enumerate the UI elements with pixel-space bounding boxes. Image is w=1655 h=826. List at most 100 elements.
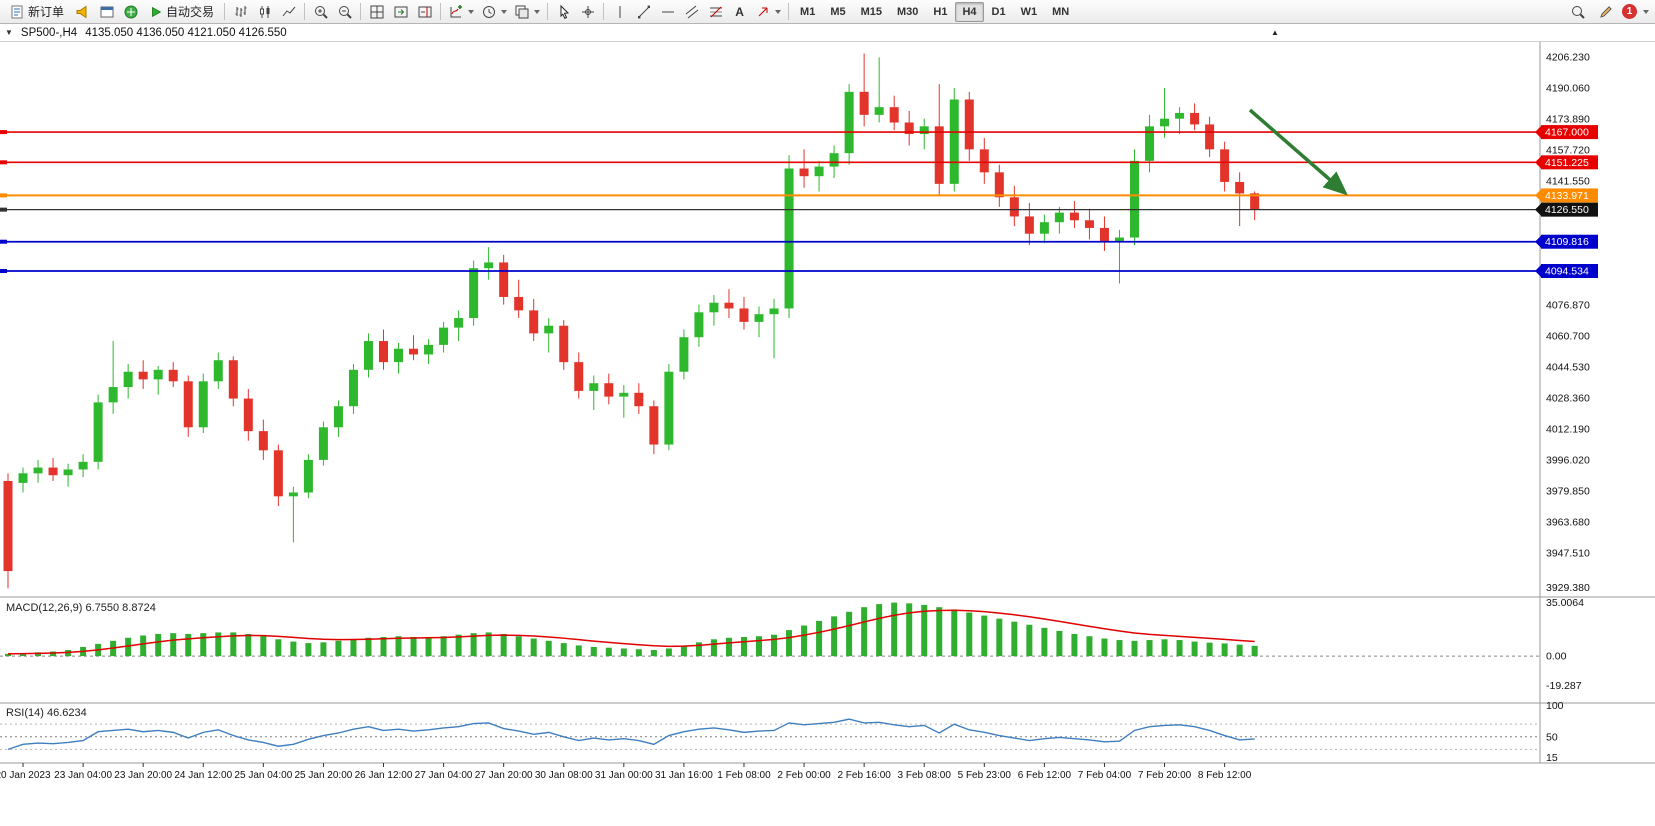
candlestick-chart[interactable]: 35.0064 0.00 -19.287 100 50 15 4206.230 4190.06… [0,42,1655,826]
fibonacci-button[interactable] [704,1,727,23]
macd-signal-line [7,609,1255,655]
timeframe-mn-button[interactable]: MN [1045,2,1076,22]
bar-chart-button[interactable] [229,1,252,23]
svg-text:4173.890: 4173.890 [1546,113,1590,125]
price-badge [1541,264,1598,279]
candlestick-chart-button[interactable] [253,1,276,23]
timeframe-m1-button[interactable]: M1 [793,2,822,22]
svg-text:20 Jan 2023: 20 Jan 2023 [0,770,51,781]
candles [3,53,1260,589]
svg-text:4044.530: 4044.530 [1546,361,1590,373]
svg-text:100: 100 [1546,700,1564,712]
svg-text:50: 50 [1546,731,1558,743]
cursor-button[interactable] [552,1,575,23]
svg-text:2 Feb 16:00: 2 Feb 16:00 [837,770,891,781]
trendline-icon [637,5,650,18]
svg-text:4190.060: 4190.060 [1546,82,1590,94]
line-chart-button[interactable] [277,1,300,23]
tile-windows-button[interactable] [365,1,388,23]
autotrading-button[interactable]: 自动交易 [143,1,220,23]
fibonacci-icon [709,6,722,17]
timeframe-m30-button[interactable]: M30 [890,2,925,22]
new-order-button[interactable]: 新订单 [3,1,70,23]
svg-text:25 Jan 20:00: 25 Jan 20:00 [295,770,353,781]
toolbar-right-group: 1 [1566,1,1652,23]
vertical-line-icon [619,5,621,18]
chevron-down-icon [534,9,541,14]
timeframe-m15-button[interactable]: M15 [854,2,889,22]
svg-text:35.0064: 35.0064 [1546,597,1584,609]
svg-text:-19.287: -19.287 [1546,680,1582,692]
toolbar-separator [360,3,362,20]
timeframe-d1-button[interactable]: D1 [985,2,1013,22]
chart-area[interactable]: 35.0064 0.00 -19.287 100 50 15 4206.230 4190.06… [0,42,1655,826]
channel-icon [685,5,698,18]
edit-button[interactable] [1594,1,1617,23]
vertical-line-button[interactable] [608,1,631,23]
svg-text:4167.000: 4167.000 [1545,127,1589,139]
navigator-button[interactable] [119,1,142,23]
horn-icon [76,5,87,18]
svg-text:4157.720: 4157.720 [1546,144,1590,156]
toolbar-separator [440,3,442,20]
market-watch-button[interactable] [95,1,118,23]
collapse-icon[interactable]: ▼ [5,28,13,37]
svg-text:31 Jan 00:00: 31 Jan 00:00 [595,770,653,781]
svg-text:26 Jan 12:00: 26 Jan 12:00 [355,770,413,781]
search-icon [1571,5,1585,19]
svg-text:4151.225: 4151.225 [1545,157,1589,169]
svg-text:3929.380: 3929.380 [1546,582,1590,594]
toolbar-separator [304,3,306,20]
svg-text:4206.230: 4206.230 [1546,51,1590,63]
svg-text:27 Jan 20:00: 27 Jan 20:00 [475,770,533,781]
svg-text:RSI(14) 46.6234: RSI(14) 46.6234 [6,707,87,719]
timeframe-h4-button[interactable]: H4 [955,1,984,22]
toolbar-separator [788,3,790,20]
search-button[interactable] [1566,1,1589,23]
svg-text:15: 15 [1546,752,1558,764]
zoom-out-button[interactable] [333,1,356,23]
zoom-out-icon [338,5,352,19]
toolbar-separator [603,3,605,20]
chart-title-bar: ▼ SP500-,H4 4135.050 4136.050 4121.050 4… [0,24,1655,42]
templates-icon [515,5,529,18]
templates-button[interactable] [511,1,543,23]
indicators-button[interactable] [445,1,477,23]
arrow-tool-icon [758,7,768,16]
timeframe-w1-button[interactable]: W1 [1014,2,1045,22]
clock-icon [483,5,496,18]
alerts-button[interactable] [71,1,94,23]
arrows-tool-button[interactable] [752,1,784,23]
svg-text:4076.870: 4076.870 [1546,299,1590,311]
annotation-arrow [1248,108,1348,196]
price-badge [1541,125,1598,140]
timeframe-m5-button[interactable]: M5 [823,2,852,22]
chart-symbol-title: SP500-,H4 [20,26,78,39]
notification-badge[interactable]: 1 [1622,4,1637,19]
chart-ohlc-values: 4135.050 4136.050 4121.050 4126.550 [85,26,287,39]
svg-text:3963.680: 3963.680 [1546,516,1590,528]
svg-text:23 Jan 04:00: 23 Jan 04:00 [54,770,112,781]
price-badge [1541,234,1598,249]
navigator-icon [124,5,138,18]
svg-text:7 Feb 20:00: 7 Feb 20:00 [1138,770,1192,781]
new-order-icon [11,5,23,18]
toolbar-separator [224,3,226,20]
text-tool-icon: A [735,4,744,19]
text-tool-button[interactable]: A [728,1,751,23]
horizontal-line-button[interactable] [656,1,679,23]
chart-shift-button[interactable] [413,1,436,23]
rsi-line [7,718,1255,751]
equidistant-channel-button[interactable] [680,1,703,23]
svg-text:5 Feb 23:00: 5 Feb 23:00 [958,770,1012,781]
zoom-in-button[interactable] [309,1,332,23]
auto-scroll-button[interactable] [389,1,412,23]
svg-text:4141.550: 4141.550 [1546,175,1590,187]
svg-text:31 Jan 16:00: 31 Jan 16:00 [655,770,713,781]
timeframe-h1-button[interactable]: H1 [926,2,954,22]
trendline-button[interactable] [632,1,655,23]
periods-button[interactable] [478,1,510,23]
crosshair-button[interactable] [576,1,599,23]
toolbar-expand-chevron-icon[interactable] [1643,9,1649,14]
